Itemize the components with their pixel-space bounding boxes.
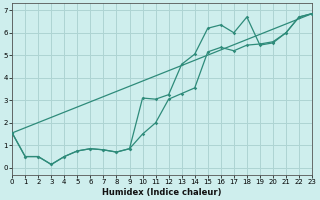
X-axis label: Humidex (Indice chaleur): Humidex (Indice chaleur)	[102, 188, 222, 197]
